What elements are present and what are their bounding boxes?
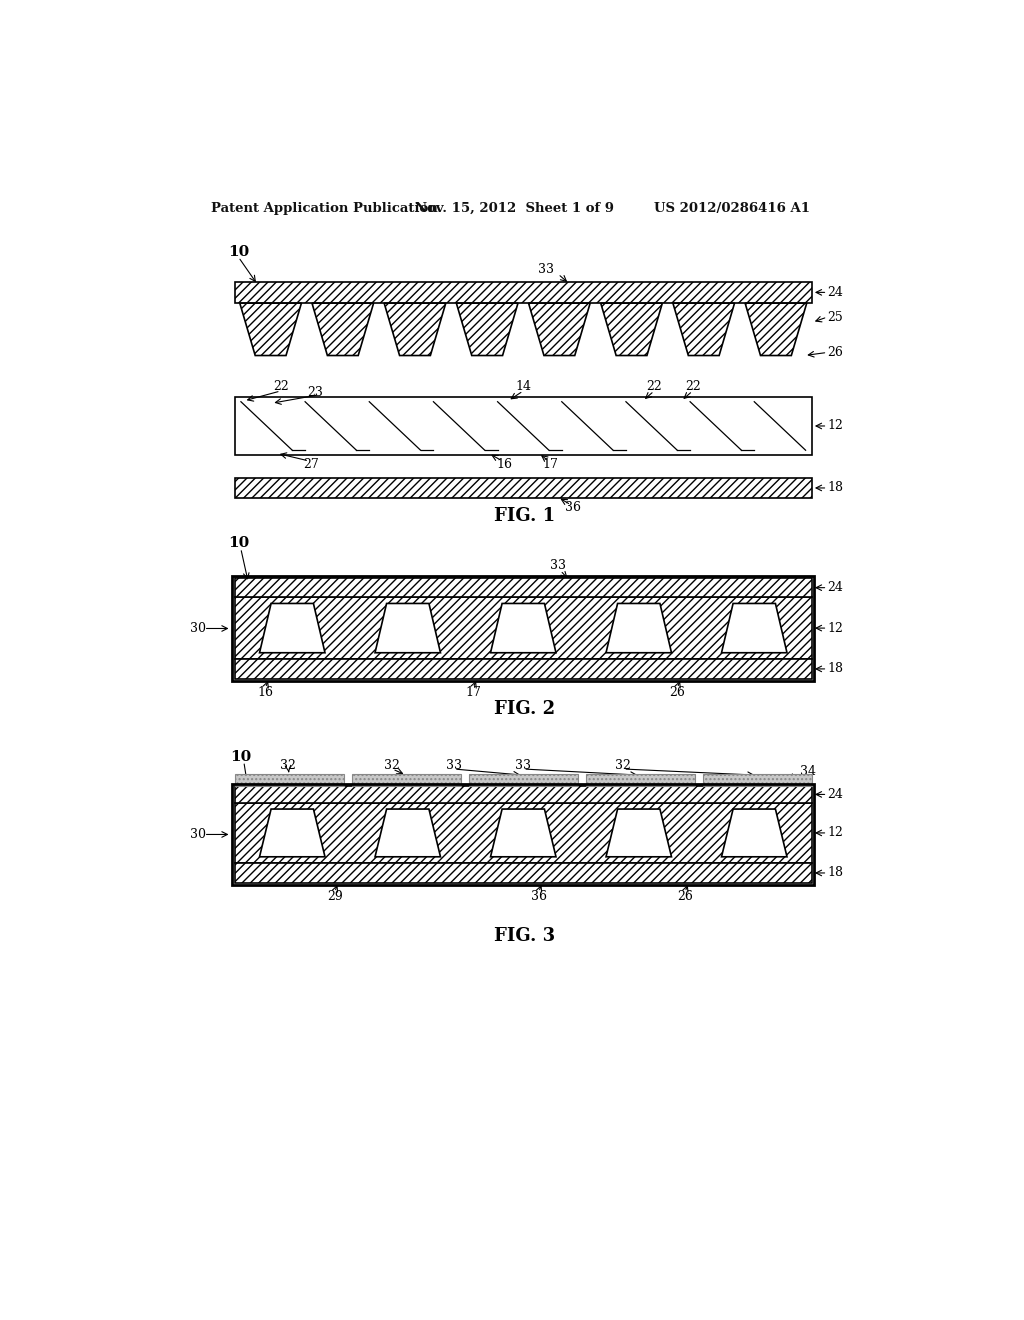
Text: 33: 33	[550, 560, 566, 573]
Bar	[351, 775, 461, 785]
Bar	[234, 578, 812, 598]
Text: 12: 12	[827, 826, 844, 840]
Text: 32: 32	[384, 759, 400, 772]
Bar	[234, 397, 812, 455]
Text: 10: 10	[230, 750, 251, 764]
Bar	[586, 775, 695, 785]
Text: 12: 12	[827, 622, 844, 635]
Bar	[234, 281, 812, 304]
Polygon shape	[745, 304, 807, 355]
Text: FIG. 3: FIG. 3	[495, 927, 555, 945]
Text: 18: 18	[827, 663, 844, 676]
Text: 17: 17	[465, 686, 481, 700]
Text: 17: 17	[543, 458, 558, 471]
Text: Patent Application Publication: Patent Application Publication	[211, 202, 438, 215]
Text: 25: 25	[827, 310, 843, 323]
Bar	[234, 597, 812, 659]
Polygon shape	[375, 809, 440, 857]
Polygon shape	[490, 603, 556, 653]
Bar	[469, 775, 578, 785]
Text: 29: 29	[327, 890, 342, 903]
Polygon shape	[673, 304, 734, 355]
Text: 22: 22	[272, 380, 289, 393]
Text: 27: 27	[304, 458, 319, 471]
Bar	[234, 785, 812, 803]
Text: 33: 33	[515, 759, 531, 772]
Text: 10: 10	[227, 536, 249, 550]
Text: FIG. 1: FIG. 1	[495, 507, 555, 525]
Text: 18: 18	[827, 866, 844, 879]
Polygon shape	[375, 603, 440, 653]
Text: 24: 24	[827, 788, 844, 801]
Text: 14: 14	[515, 380, 531, 393]
Polygon shape	[384, 304, 445, 355]
Text: 32: 32	[281, 759, 296, 772]
Bar	[234, 659, 812, 678]
Bar	[232, 576, 814, 681]
Polygon shape	[240, 304, 301, 355]
Text: 24: 24	[827, 286, 844, 298]
Polygon shape	[606, 603, 672, 653]
Polygon shape	[312, 304, 374, 355]
Text: 12: 12	[827, 420, 844, 433]
Text: 36: 36	[530, 890, 547, 903]
Text: 23: 23	[307, 385, 324, 399]
Text: 10: 10	[227, 246, 249, 259]
Text: 26: 26	[670, 686, 685, 700]
Polygon shape	[606, 809, 672, 857]
Bar	[234, 775, 344, 785]
Text: 26: 26	[677, 890, 693, 903]
Polygon shape	[722, 603, 787, 653]
Polygon shape	[490, 809, 556, 857]
Text: 18: 18	[827, 482, 844, 495]
Bar	[702, 775, 812, 785]
Text: 33: 33	[446, 759, 462, 772]
Text: US 2012/0286416 A1: US 2012/0286416 A1	[654, 202, 810, 215]
Bar	[232, 784, 814, 886]
Text: Nov. 15, 2012  Sheet 1 of 9: Nov. 15, 2012 Sheet 1 of 9	[416, 202, 614, 215]
Text: 32: 32	[615, 759, 632, 772]
Text: 24: 24	[827, 581, 844, 594]
Text: 22: 22	[685, 380, 700, 393]
Text: 30: 30	[190, 622, 206, 635]
Text: 16: 16	[496, 458, 512, 471]
Polygon shape	[259, 809, 325, 857]
Polygon shape	[601, 304, 663, 355]
Text: 34: 34	[801, 764, 816, 777]
Bar	[234, 478, 812, 498]
Text: 22: 22	[646, 380, 663, 393]
Text: 36: 36	[565, 502, 582, 515]
Text: 30: 30	[190, 828, 206, 841]
Polygon shape	[528, 304, 590, 355]
Text: 17: 17	[523, 834, 539, 846]
Polygon shape	[259, 603, 325, 653]
Bar	[234, 863, 812, 883]
Polygon shape	[722, 809, 787, 857]
Text: 26: 26	[827, 346, 844, 359]
Bar	[234, 803, 812, 863]
Text: 16: 16	[257, 686, 273, 700]
Text: 33: 33	[539, 263, 554, 276]
Text: FIG. 2: FIG. 2	[495, 700, 555, 718]
Polygon shape	[457, 304, 518, 355]
